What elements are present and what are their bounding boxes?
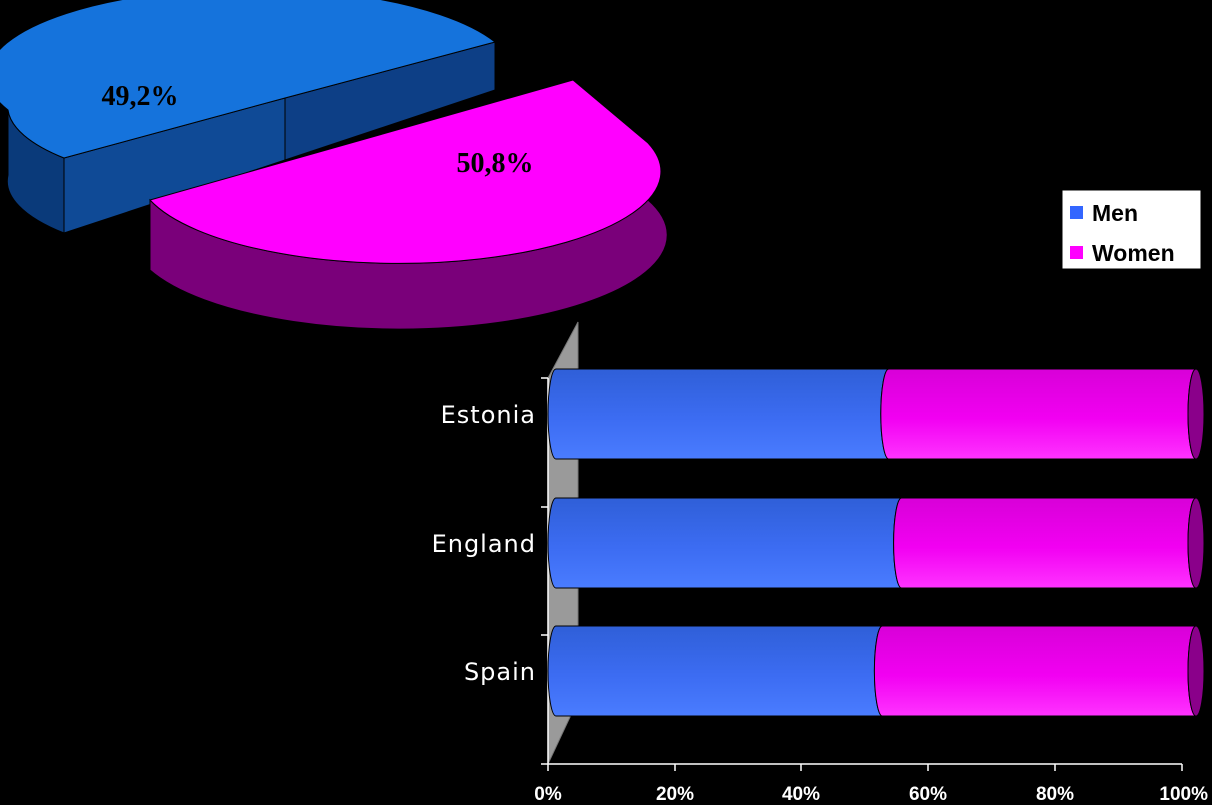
legend-swatch-men (1070, 206, 1083, 219)
category-label-england: England (432, 530, 536, 558)
x-tick-label: 0% (534, 784, 562, 805)
pie-label-men: 49,2% (102, 81, 179, 112)
bar-chart: 0% 20% 40% 60% 80% 100% Estonia England Spain (432, 321, 1208, 805)
x-tick-label: 60% (909, 784, 947, 805)
pie-chart: 49,2% 50,8% (0, 0, 668, 330)
bar-end-cap-spain (1187, 625, 1205, 717)
pie-label-women: 50,8% (457, 148, 534, 179)
category-label-estonia: Estonia (441, 401, 536, 429)
bar-women-spain (873, 625, 1197, 717)
x-tick-label: 100% (1159, 784, 1208, 805)
x-tick-label: 40% (782, 784, 820, 805)
bar-end-cap-england (1187, 497, 1205, 589)
legend-box (1061, 189, 1202, 270)
bar-men-england (547, 497, 902, 589)
legend-swatch-women (1070, 246, 1083, 259)
legend-label-women: Women (1092, 240, 1175, 266)
bar-women-estonia (880, 368, 1197, 460)
pie-slice-men (0, 0, 497, 234)
legend: Men Women (1061, 189, 1202, 270)
bar-men-estonia (547, 368, 889, 460)
bar-men-spain (547, 625, 883, 717)
x-tick-label: 20% (656, 784, 694, 805)
pie-slice-women (149, 79, 668, 330)
bar-end-cap-estonia (1187, 368, 1205, 460)
bar-women-england (893, 497, 1197, 589)
legend-label-men: Men (1092, 200, 1138, 226)
category-label-spain: Spain (464, 658, 536, 686)
x-tick-label: 80% (1036, 784, 1074, 805)
